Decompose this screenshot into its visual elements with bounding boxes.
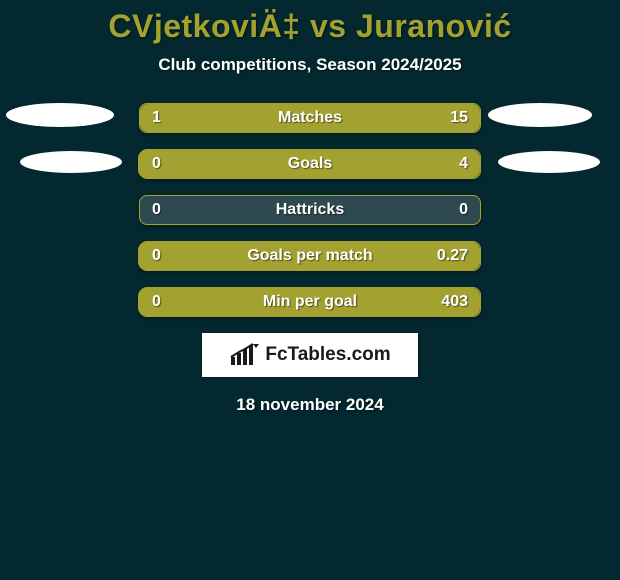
stat-row: 0Hattricks0 <box>139 195 481 225</box>
stat-label: Hattricks <box>194 201 426 219</box>
stat-value-left: 0 <box>140 247 194 265</box>
stat-value-left: 1 <box>140 109 194 127</box>
stat-value-right: 15 <box>426 109 480 127</box>
stat-label: Goals <box>194 155 426 173</box>
decorative-ellipse <box>6 103 114 127</box>
comparison-card: CVjetkoviÄ‡ vs Juranović Club competitio… <box>0 0 620 580</box>
stat-row: 0Min per goal403 <box>139 287 481 317</box>
subtitle: Club competitions, Season 2024/2025 <box>0 55 620 75</box>
brand-text: FcTables.com <box>265 344 390 366</box>
stat-label: Goals per match <box>194 247 426 265</box>
brand-badge[interactable]: FcTables.com <box>202 333 418 377</box>
brand-chart-icon <box>229 343 261 367</box>
stat-row: 0Goals4 <box>139 149 481 179</box>
stat-row: 0Goals per match0.27 <box>139 241 481 271</box>
decorative-ellipse <box>498 151 600 173</box>
decorative-ellipse <box>20 151 122 173</box>
date-line: 18 november 2024 <box>0 395 620 415</box>
stat-value-left: 0 <box>140 293 194 311</box>
decorative-ellipse <box>488 103 592 127</box>
stat-value-left: 0 <box>140 201 194 219</box>
stat-row: 1Matches15 <box>139 103 481 133</box>
stat-label: Min per goal <box>194 293 426 311</box>
stat-value-right: 4 <box>426 155 480 173</box>
stats-area: 1Matches150Goals40Hattricks00Goals per m… <box>0 103 620 317</box>
stat-value-right: 403 <box>426 293 480 311</box>
stat-value-right: 0 <box>426 201 480 219</box>
stat-value-right: 0.27 <box>426 247 480 265</box>
stat-value-left: 0 <box>140 155 194 173</box>
page-title: CVjetkoviÄ‡ vs Juranović <box>0 8 620 45</box>
stat-label: Matches <box>194 109 426 127</box>
